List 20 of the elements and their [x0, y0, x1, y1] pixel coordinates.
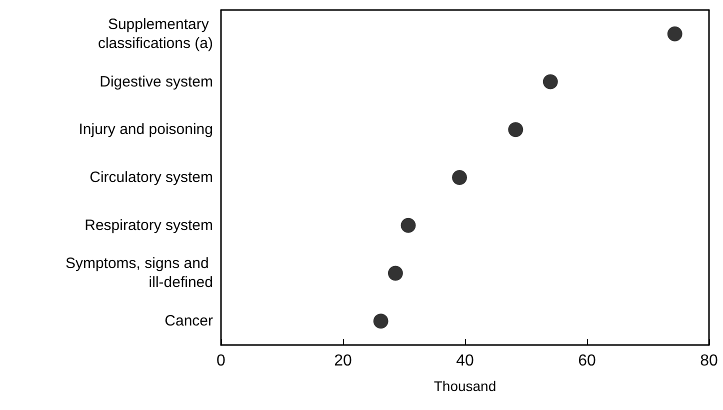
point	[452, 170, 468, 185]
x-tick-label: 40	[456, 352, 474, 370]
point	[542, 74, 558, 90]
y-tick-label: Injury and poisoning	[78, 121, 213, 138]
y-tick-label: Symptoms, signs and ill-defined	[65, 255, 213, 292]
point	[373, 314, 388, 329]
y-tick-label: Cancer	[164, 312, 213, 330]
y-tick-label: Supplementary classifications (a)	[98, 16, 213, 52]
point	[388, 266, 403, 281]
y-tick-label: Circulatory system	[90, 169, 213, 186]
point	[400, 218, 416, 233]
x-tick-label: 60	[578, 352, 596, 370]
y-tick-label: Digestive system	[100, 73, 213, 90]
y-tick-label: Respiratory system	[84, 216, 213, 234]
x-tick-label: 0	[216, 352, 226, 370]
x-tick-label: 20	[334, 352, 352, 370]
point	[667, 26, 682, 42]
x-tick-label: 80	[700, 352, 718, 370]
x-axis-title: Thousand	[434, 378, 496, 394]
point	[508, 122, 524, 138]
